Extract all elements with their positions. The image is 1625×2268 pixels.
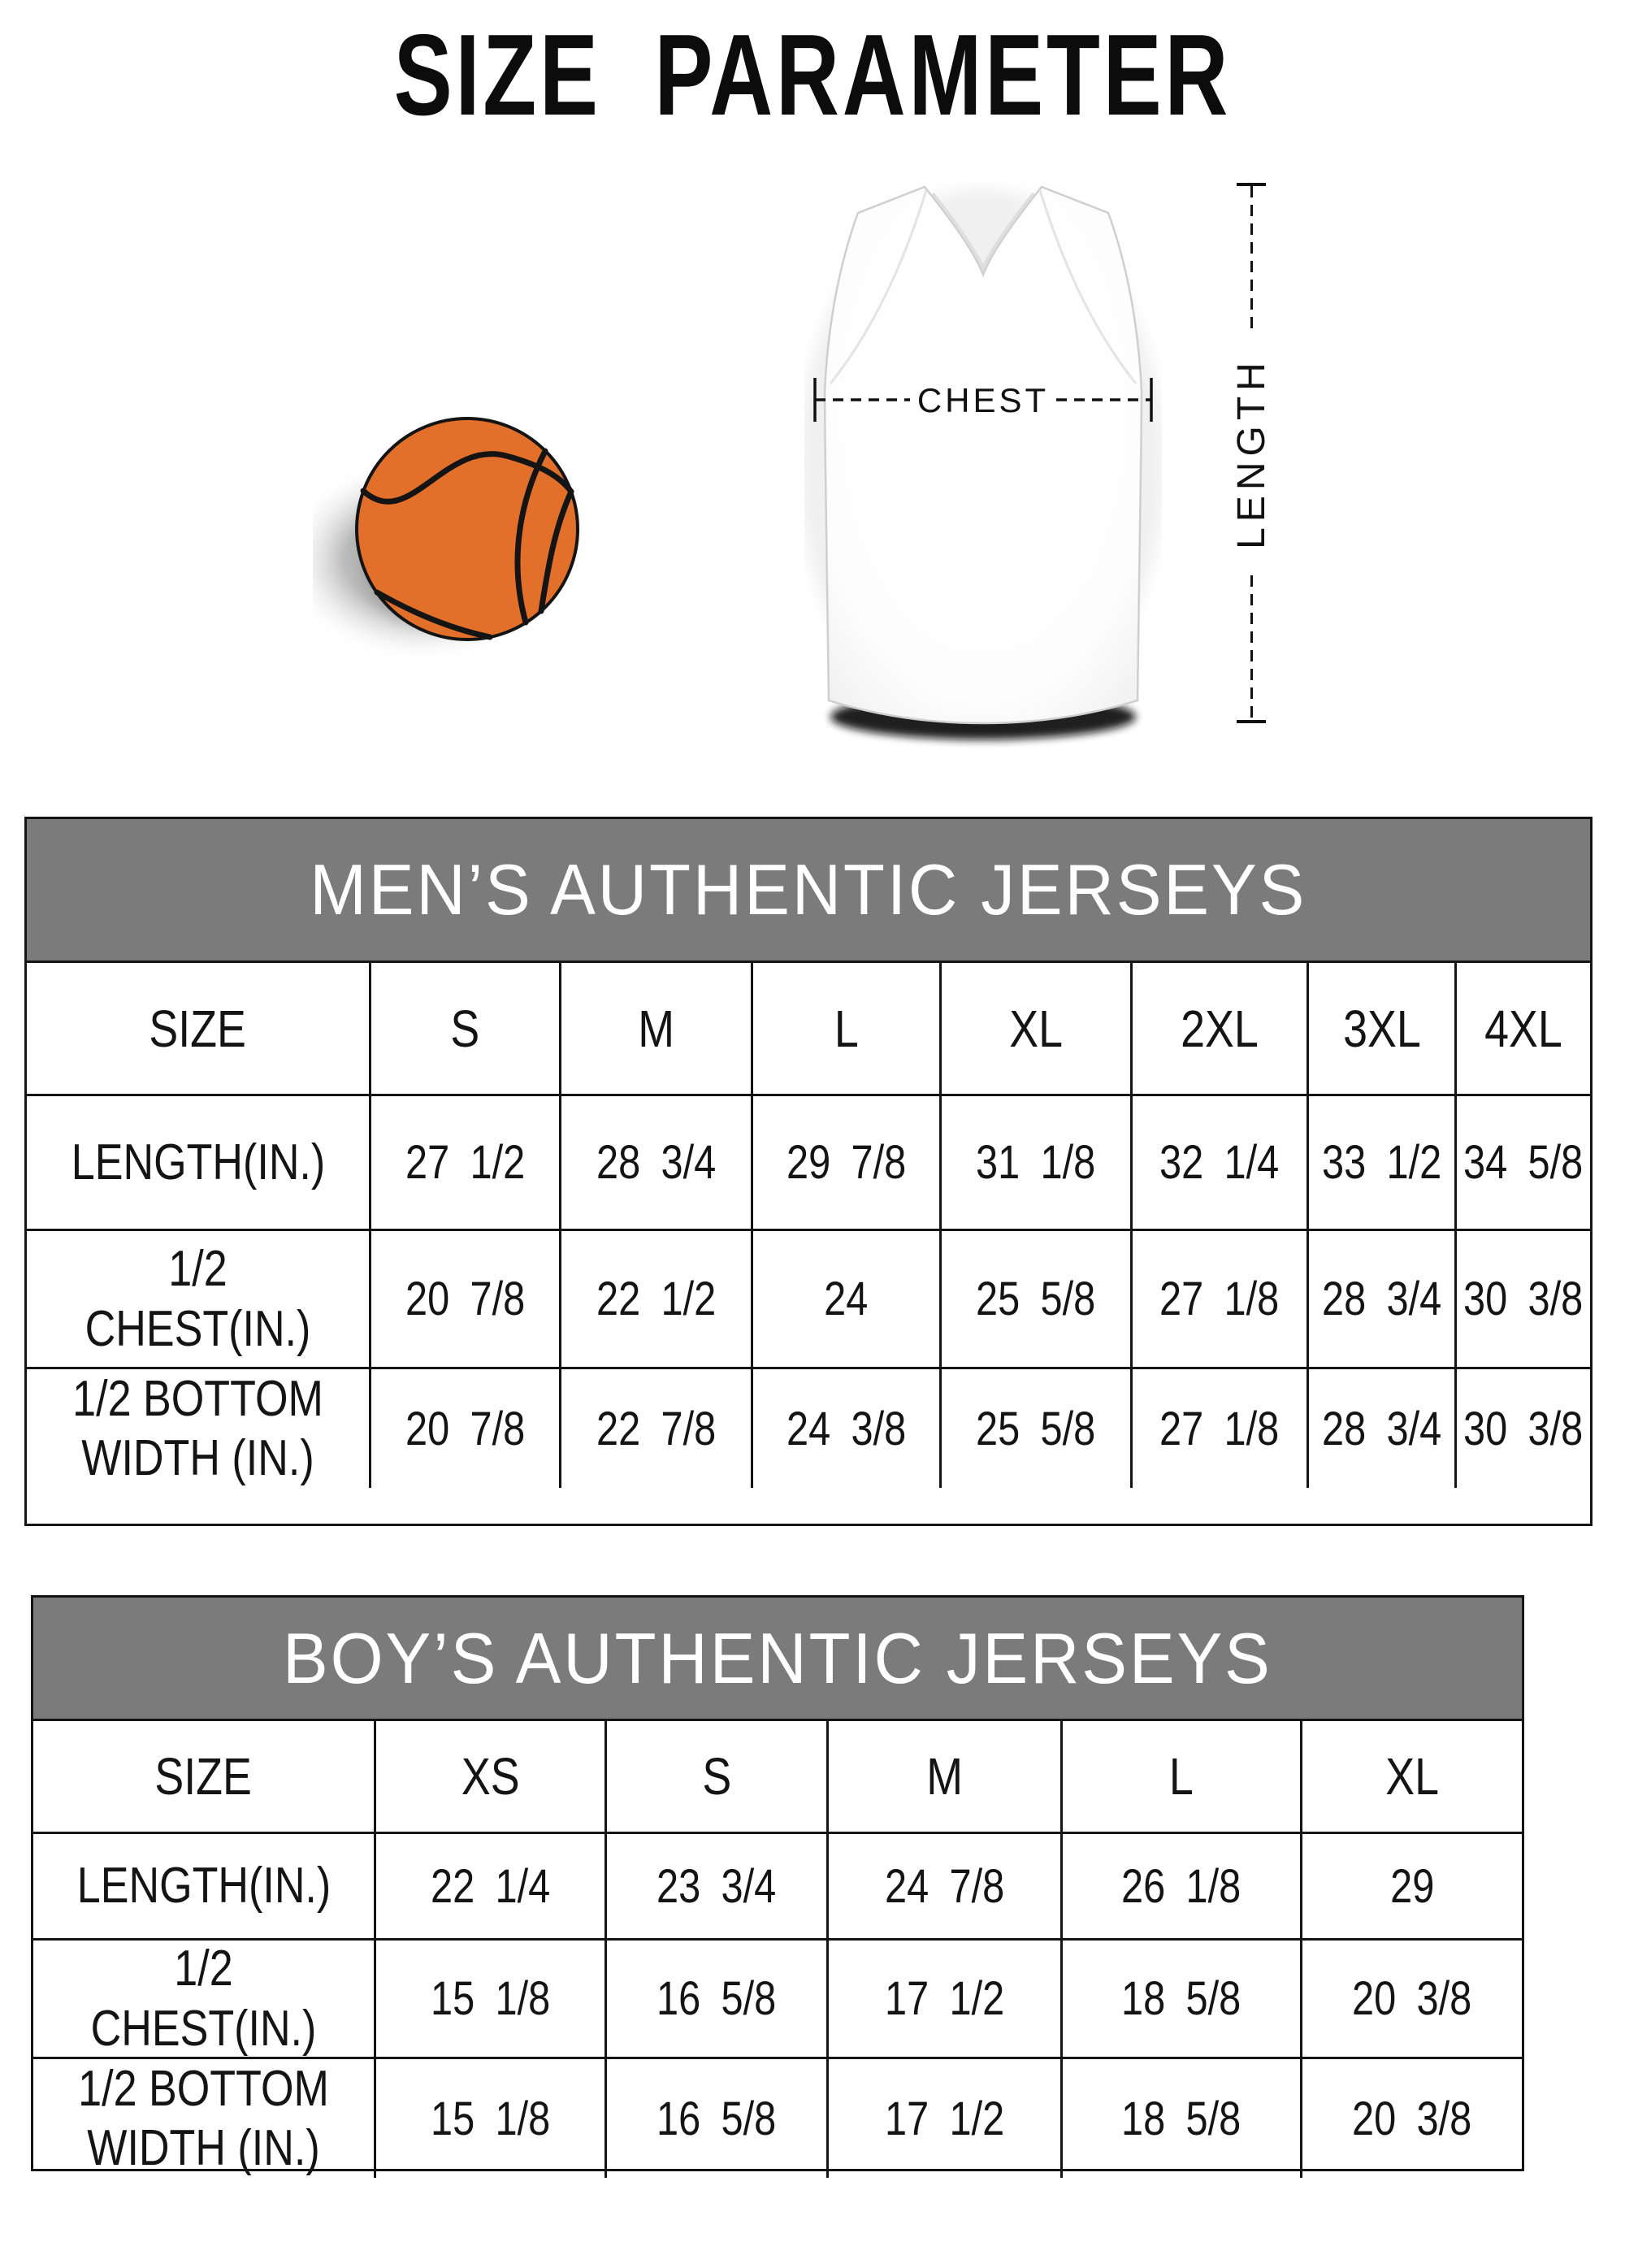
mens-size-table: MEN’S AUTHENTIC JERSEYS SIZE S M L XL 2X…	[24, 817, 1592, 1526]
table-cell: 17 1/2	[829, 2059, 1063, 2179]
table-cell: 20 7/8	[371, 1231, 561, 1369]
mens-row-label-length: LENGTH(IN.)	[27, 1096, 371, 1231]
table-cell: 15 1/8	[376, 1941, 607, 2059]
table-cell: 29 7/8	[753, 1096, 942, 1231]
mens-header-size: SIZE	[27, 963, 371, 1096]
boys-header-m: M	[829, 1721, 1063, 1834]
length-dash-top	[1250, 186, 1253, 332]
mens-header-m: M	[561, 963, 753, 1096]
mens-table-title: MEN’S AUTHENTIC JERSEYS	[310, 849, 1307, 930]
table-cell: 20 3/8	[1302, 1941, 1522, 2059]
table-cell: 22 1/2	[561, 1231, 753, 1369]
length-dimension-line: LENGTH	[1222, 183, 1280, 723]
basketball-icon	[313, 417, 579, 661]
mens-table-grid: SIZE S M L XL 2XL 3XL 4XL LENGTH(IN.) 27…	[27, 963, 1590, 1489]
length-bottom-tick	[1237, 720, 1266, 723]
mens-header-xl: XL	[942, 963, 1133, 1096]
table-cell: 28 3/4	[561, 1096, 753, 1231]
mens-header-2xl: 2XL	[1133, 963, 1309, 1096]
boys-header-xs: XS	[376, 1721, 607, 1834]
table-cell: 23 3/4	[607, 1834, 829, 1941]
table-cell: 30 3/8	[1457, 1231, 1590, 1369]
table-cell: 28 3/4	[1309, 1369, 1457, 1489]
table-cell: 24 3/8	[753, 1369, 942, 1489]
boys-table-title-band: BOY’S AUTHENTIC JERSEYS	[33, 1598, 1522, 1721]
table-cell: 29	[1302, 1834, 1522, 1941]
boys-header-size: SIZE	[33, 1721, 376, 1834]
boys-header-s: S	[607, 1721, 829, 1834]
page-title: SIZE PARAMETER	[0, 18, 1625, 133]
length-dash-bottom	[1250, 575, 1253, 720]
length-label: LENGTH	[1229, 357, 1273, 549]
jersey-body	[823, 185, 1143, 725]
table-cell: 22 1/4	[376, 1834, 607, 1941]
table-cell: 18 5/8	[1063, 2059, 1302, 2179]
mens-header-l: L	[753, 963, 942, 1096]
table-cell: 20 3/8	[1352, 2092, 1472, 2145]
boys-table-grid: SIZE XS S M L XL LENGTH(IN.) 22 1/4 23 3…	[33, 1721, 1522, 2179]
length-label-wrap: LENGTH	[1155, 332, 1348, 575]
mens-header-s: S	[371, 963, 561, 1096]
table-cell: 27 1/2	[371, 1096, 561, 1231]
collar-trim	[931, 192, 1035, 273]
page-title-text: SIZE PARAMETER	[393, 11, 1232, 140]
boys-header-l: L	[1063, 1721, 1302, 1834]
basketball-body	[355, 417, 579, 641]
mens-row-label-bottom-width: 1/2 BOTTOM WIDTH (IN.)	[27, 1369, 371, 1489]
table-cell: 34 5/8	[1457, 1096, 1590, 1231]
table-cell: 20 7/8	[371, 1369, 561, 1489]
table-cell: 24 7/8	[829, 1834, 1063, 1941]
table-cell: 31 1/8	[942, 1096, 1133, 1231]
mens-header-4xl: 4XL	[1457, 963, 1590, 1096]
table-cell: 16 5/8	[607, 1941, 829, 2059]
table-cell: 33 1/2	[1309, 1096, 1457, 1231]
mens-table-title-band: MEN’S AUTHENTIC JERSEYS	[27, 819, 1590, 963]
table-cell: 27 1/8	[1133, 1369, 1309, 1489]
illustration: CHEST LENGTH	[0, 146, 1625, 796]
table-cell: 28 3/4	[1309, 1231, 1457, 1369]
table-cell: 22 7/8	[561, 1369, 753, 1489]
table-cell: 27 1/8	[1133, 1231, 1309, 1369]
shoulder-seams	[829, 189, 1138, 384]
table-cell: 25 5/8	[942, 1369, 1133, 1489]
table-cell: 17 1/2	[829, 1941, 1063, 2059]
boys-size-table: BOY’S AUTHENTIC JERSEYS SIZE XS S M L XL…	[31, 1595, 1524, 2179]
table-cell: 32 1/4	[1133, 1096, 1309, 1231]
table-cell: 16 5/8	[607, 2059, 829, 2179]
table-cell: 30 3/8	[1463, 1402, 1584, 1455]
table-cell: 26 1/8	[1063, 1834, 1302, 1941]
mens-header-3xl: 3XL	[1309, 963, 1457, 1096]
chest-label: CHEST	[917, 381, 1049, 419]
boys-row-label-chest: 1/2 CHEST(IN.)	[33, 1941, 376, 2059]
basketball-seams	[360, 448, 574, 640]
boys-row-label-bottom-width: 1/2 BOTTOM WIDTH (IN.)	[33, 2059, 376, 2179]
boys-table-title: BOY’S AUTHENTIC JERSEYS	[283, 1617, 1272, 1698]
table-cell: 15 1/8	[376, 2059, 607, 2179]
length-top-tick	[1237, 183, 1266, 186]
chest-dimension-line	[813, 378, 1153, 422]
table-cell: 24	[753, 1231, 942, 1369]
table-cell: 25 5/8	[942, 1231, 1133, 1369]
boys-row-label-length: LENGTH(IN.)	[33, 1834, 376, 1941]
boys-header-xl: XL	[1302, 1721, 1522, 1834]
jersey-icon: CHEST	[804, 185, 1162, 741]
table-cell: 18 5/8	[1063, 1941, 1302, 2059]
mens-row-label-chest: 1/2 CHEST(IN.)	[27, 1231, 371, 1369]
